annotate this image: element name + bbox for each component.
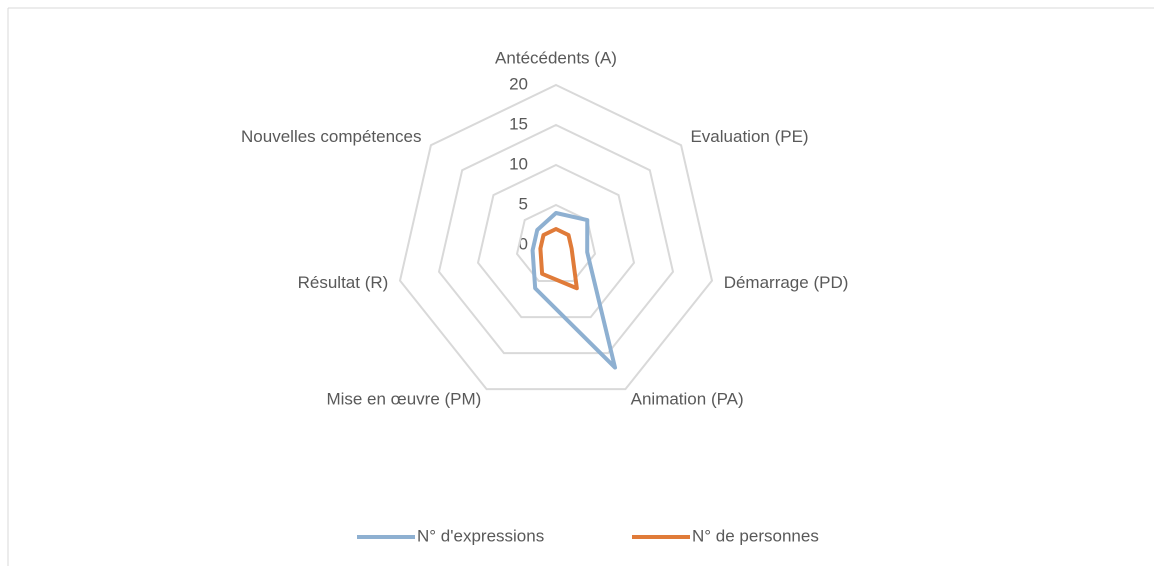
grid-ring	[476, 163, 636, 319]
r-tick-label: 20	[509, 74, 528, 93]
category-label: Nouvelles compétences	[241, 127, 421, 146]
series-line	[538, 227, 579, 291]
category-label: Animation (PA)	[631, 389, 744, 408]
category-label: Evaluation (PE)	[690, 127, 808, 146]
r-tick-label: 5	[519, 194, 528, 213]
category-label: Mise en œuvre (PM)	[326, 389, 481, 408]
category-label: Antécédents (A)	[495, 48, 617, 67]
grid-ring	[437, 123, 675, 355]
category-label: Résultat (R)	[298, 273, 389, 292]
legend-label: N° d'expressions	[417, 526, 544, 545]
category-label: Démarrage (PD)	[724, 273, 849, 292]
series-line	[530, 211, 618, 370]
r-tick-label: 15	[509, 114, 528, 133]
r-tick-label: 10	[509, 154, 528, 173]
grid-ring	[398, 83, 714, 391]
legend-label: N° de personnes	[692, 526, 819, 545]
r-tick-label: 0	[519, 234, 528, 253]
grid-ring	[515, 203, 597, 283]
